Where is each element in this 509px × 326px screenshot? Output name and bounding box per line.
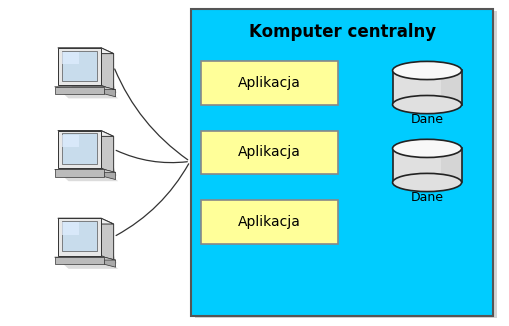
- FancyBboxPatch shape: [194, 11, 497, 318]
- Bar: [62, 135, 79, 147]
- Polygon shape: [104, 87, 116, 97]
- Polygon shape: [58, 130, 114, 136]
- Text: Aplikacja: Aplikacja: [238, 76, 301, 90]
- Bar: [62, 221, 97, 251]
- Bar: [54, 87, 104, 94]
- Polygon shape: [101, 218, 114, 261]
- Bar: [58, 218, 101, 256]
- Polygon shape: [441, 70, 462, 105]
- FancyBboxPatch shape: [201, 61, 338, 105]
- Bar: [58, 130, 101, 168]
- Text: Dane: Dane: [411, 113, 443, 126]
- Ellipse shape: [392, 96, 462, 114]
- Text: Dane: Dane: [411, 191, 443, 203]
- Polygon shape: [104, 170, 116, 180]
- Polygon shape: [54, 257, 116, 260]
- Polygon shape: [58, 48, 114, 53]
- Polygon shape: [57, 259, 118, 269]
- Bar: [62, 51, 97, 81]
- Polygon shape: [61, 220, 117, 263]
- Bar: [58, 48, 101, 85]
- Text: Komputer centralny: Komputer centralny: [248, 22, 436, 40]
- Bar: [62, 52, 79, 64]
- Polygon shape: [101, 130, 114, 174]
- Ellipse shape: [392, 61, 462, 80]
- Bar: [62, 222, 79, 235]
- Polygon shape: [61, 50, 117, 93]
- Polygon shape: [57, 88, 118, 98]
- Polygon shape: [101, 48, 114, 91]
- FancyBboxPatch shape: [201, 200, 338, 244]
- Bar: [62, 133, 97, 164]
- Bar: [54, 257, 104, 264]
- Bar: [54, 170, 104, 177]
- Polygon shape: [392, 148, 462, 183]
- Polygon shape: [58, 218, 114, 224]
- FancyBboxPatch shape: [191, 9, 493, 316]
- FancyBboxPatch shape: [201, 130, 338, 174]
- Polygon shape: [54, 87, 116, 90]
- Polygon shape: [57, 171, 118, 181]
- Polygon shape: [61, 132, 117, 176]
- Polygon shape: [441, 148, 462, 183]
- Polygon shape: [392, 70, 462, 105]
- Polygon shape: [104, 257, 116, 267]
- Polygon shape: [54, 170, 116, 172]
- Ellipse shape: [392, 139, 462, 157]
- Text: Aplikacja: Aplikacja: [238, 215, 301, 229]
- Ellipse shape: [392, 173, 462, 192]
- Text: Aplikacja: Aplikacja: [238, 145, 301, 159]
